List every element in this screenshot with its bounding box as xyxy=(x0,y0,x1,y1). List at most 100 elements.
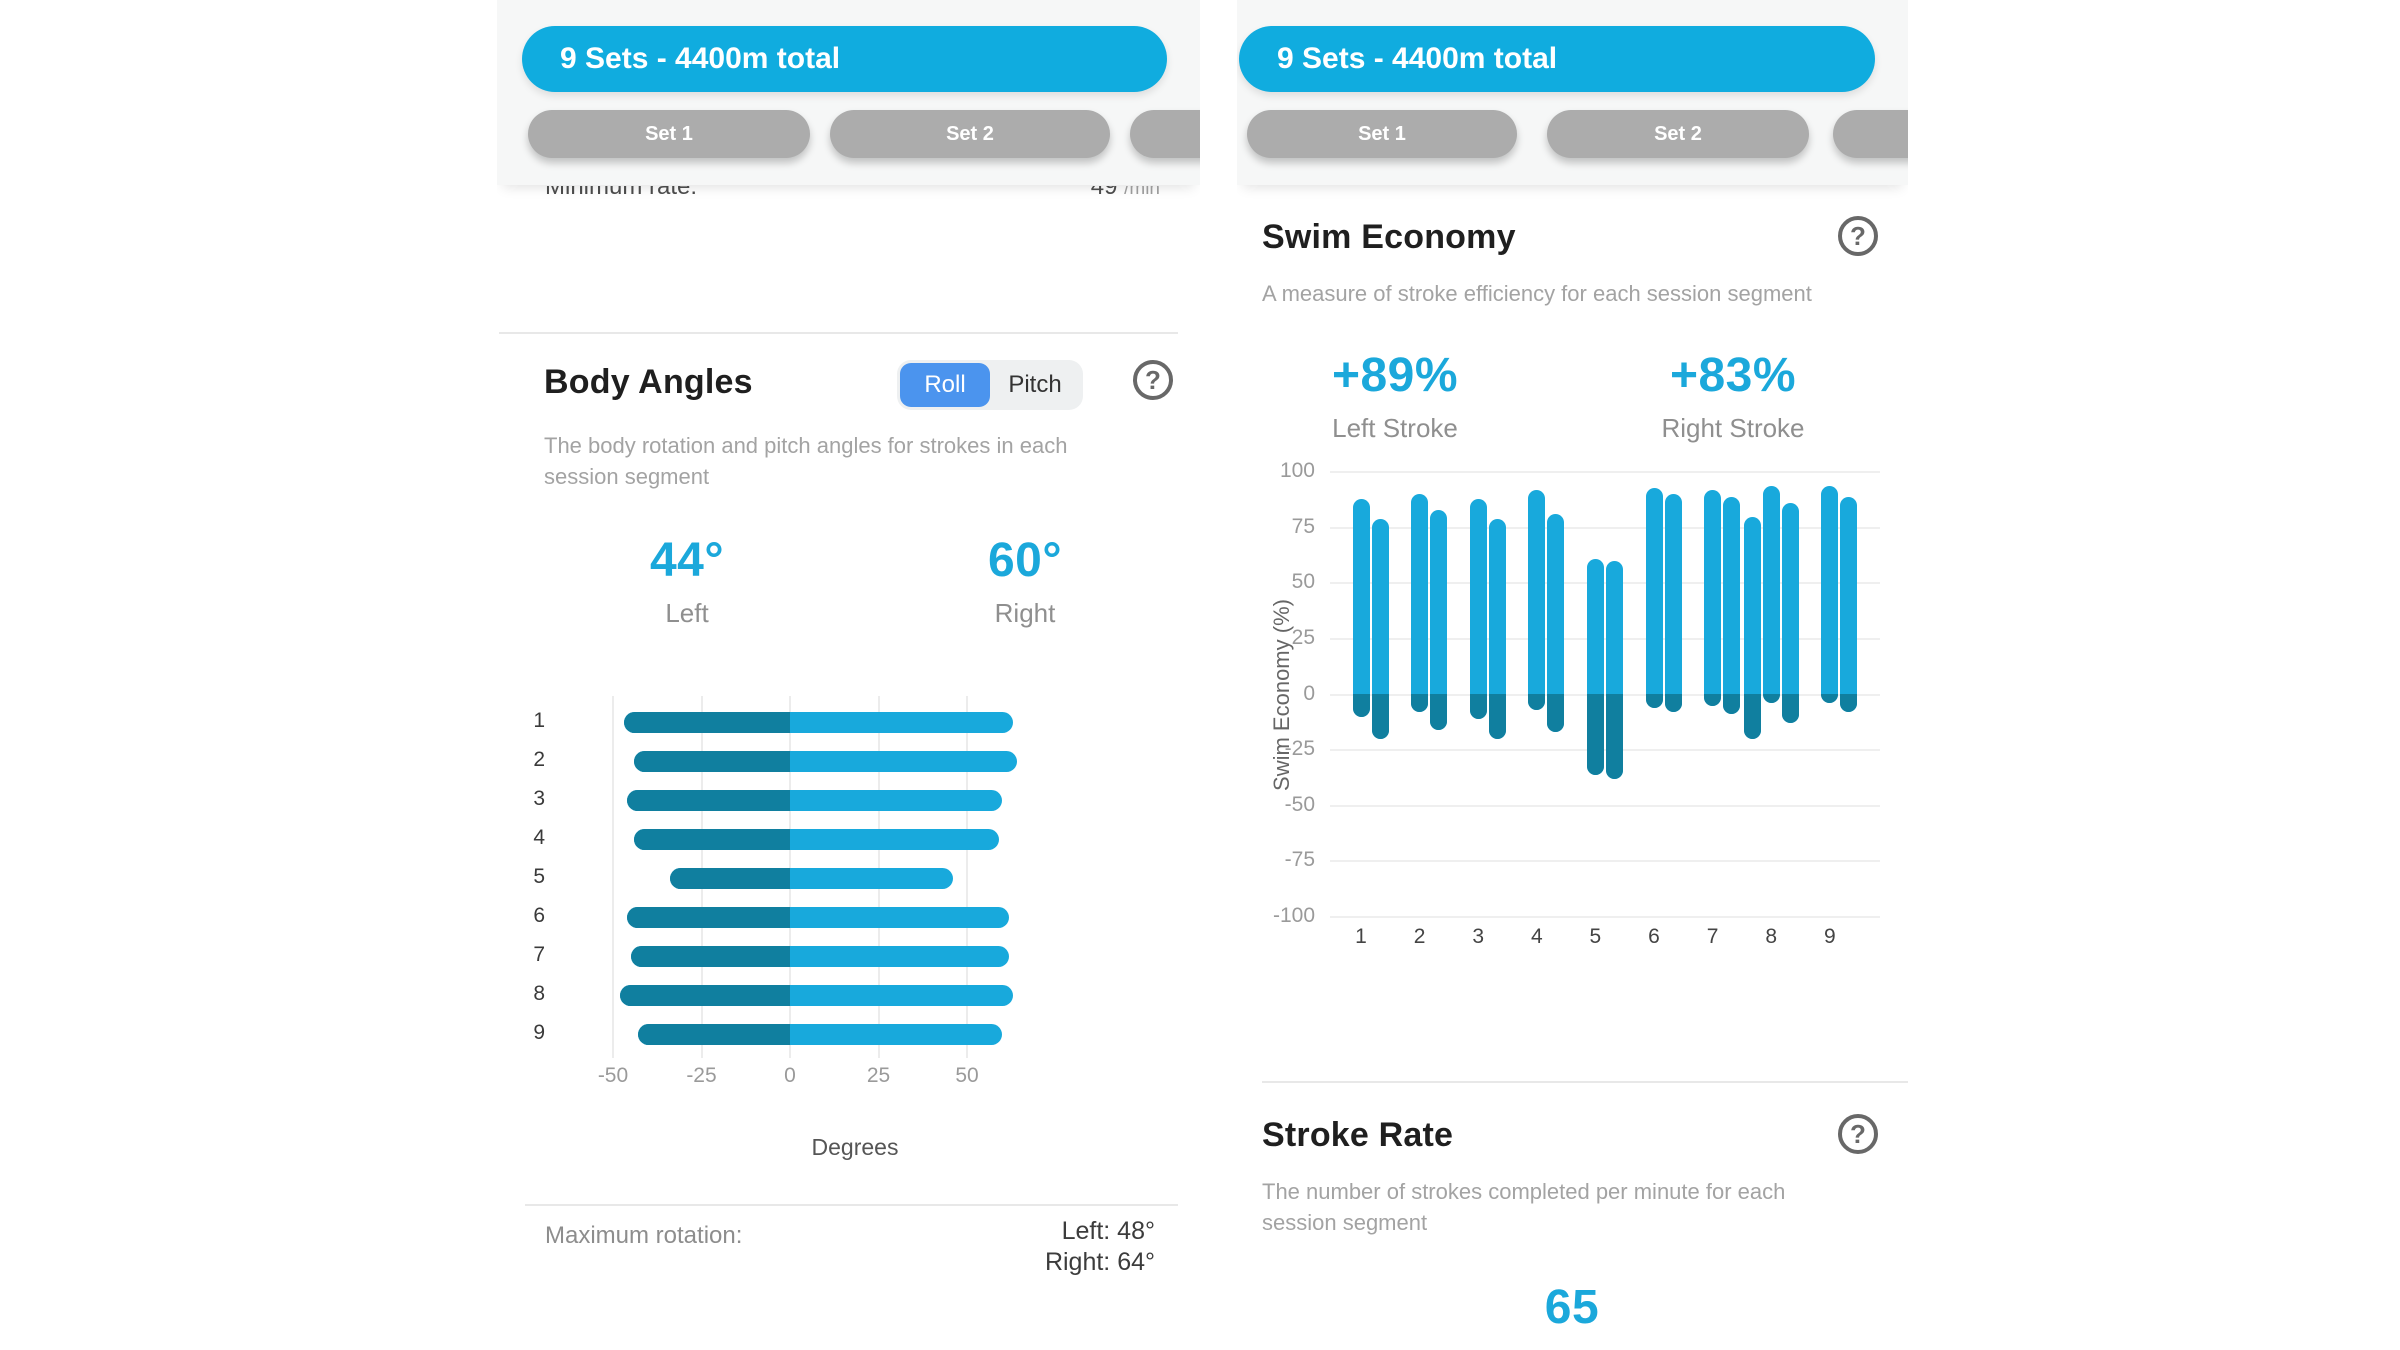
segment-row-label: 1 xyxy=(533,709,545,732)
segment-row-label: 2 xyxy=(533,748,545,771)
roll-bar xyxy=(637,1023,1003,1045)
session-summary-label: 9 Sets - 4400m total xyxy=(1277,42,1558,75)
right-roll-stat: 60° Right xyxy=(915,533,1135,629)
set-1-label: Set 1 xyxy=(645,122,693,145)
x-category-label: 2 xyxy=(1413,924,1426,948)
economy-bar-negative-part xyxy=(1488,694,1506,739)
economy-bar-negative-part xyxy=(1840,694,1858,713)
roll-bar-negative-part xyxy=(634,750,790,772)
segment-row-label: 5 xyxy=(533,865,545,888)
economy-bar-negative-part xyxy=(1664,694,1682,713)
gridline xyxy=(1330,637,1880,640)
set-1-button[interactable]: Set 1 xyxy=(1247,110,1517,158)
economy-bar xyxy=(1664,494,1682,713)
minimum-rate-unit: /min xyxy=(1124,186,1160,199)
y-tick-label: 75 xyxy=(1291,514,1315,538)
roll-bar-negative-part xyxy=(623,711,790,733)
roll-bar xyxy=(620,984,1014,1006)
x-category-label: 4 xyxy=(1530,924,1543,948)
set-2-button[interactable]: Set 2 xyxy=(1547,110,1809,158)
x-tick-label: 0 xyxy=(784,1064,796,1087)
economy-bar xyxy=(1781,503,1799,724)
segment-row-label: 6 xyxy=(533,904,545,927)
left-stroke-stat: +89% Left Stroke xyxy=(1285,348,1505,444)
x-tick-label: -25 xyxy=(686,1064,717,1087)
y-tick-label: -100 xyxy=(1272,903,1315,927)
x-tick-label: 50 xyxy=(955,1064,979,1087)
toggle-option-pitch[interactable]: Pitch xyxy=(990,363,1080,407)
gridline xyxy=(1330,915,1880,918)
economy-bar-negative-part xyxy=(1430,694,1448,731)
economy-bar-negative-part xyxy=(1723,694,1741,715)
max-rotation-left: Left: 48° xyxy=(1061,1217,1155,1245)
swim-economy-description: A measure of stroke efficiency for each … xyxy=(1262,281,1812,306)
roll-bar xyxy=(669,867,953,889)
right-roll-value: 60° xyxy=(987,534,1063,587)
footer-divider xyxy=(525,1204,1178,1206)
economy-bar-negative-part xyxy=(1411,694,1429,713)
left-roll-value: 44° xyxy=(649,534,725,587)
body-angles-help-icon[interactable]: ? xyxy=(1133,360,1173,400)
set-3-button-partial[interactable] xyxy=(1130,110,1200,158)
stroke-rate-help-icon[interactable]: ? xyxy=(1838,1114,1878,1154)
economy-bar-negative-part xyxy=(1645,694,1663,708)
set-1-button[interactable]: Set 1 xyxy=(528,110,810,158)
roll-bar xyxy=(634,750,1017,772)
economy-bar-negative-part xyxy=(1586,694,1604,775)
set-3-button-partial[interactable] xyxy=(1833,110,1908,158)
max-rotation-label: Maximum rotation: xyxy=(545,1222,743,1249)
roll-bar xyxy=(627,906,1010,928)
gridline xyxy=(1330,804,1880,807)
body-angles-description: The body rotation and pitch angles for s… xyxy=(544,433,1068,490)
set-2-button[interactable]: Set 2 xyxy=(830,110,1110,158)
session-summary-pill[interactable]: 9 Sets - 4400m total xyxy=(1239,26,1875,92)
roll-bar-negative-part xyxy=(620,984,790,1006)
y-tick-label: 50 xyxy=(1291,570,1315,594)
gridline xyxy=(1330,860,1880,863)
session-summary-pill[interactable]: 9 Sets - 4400m total xyxy=(522,26,1167,92)
economy-bar xyxy=(1821,485,1839,704)
x-tick-label: -50 xyxy=(597,1064,629,1087)
pitch-label: Pitch xyxy=(1008,371,1062,398)
roll-bar-negative-part xyxy=(627,789,790,811)
right-stroke-label: Right Stroke xyxy=(1661,413,1805,443)
toggle-option-roll[interactable]: Roll xyxy=(900,363,990,407)
economy-bar xyxy=(1743,516,1761,739)
stroke-rate-title: Stroke Rate xyxy=(1262,1116,1454,1154)
economy-bar-negative-part xyxy=(1528,694,1546,711)
roll-bar-negative-part xyxy=(637,1023,790,1045)
max-rotation-right: Right: 64° xyxy=(1044,1248,1155,1276)
stroke-rate-description: The number of strokes completed per minu… xyxy=(1262,1179,1786,1236)
roll-bar-negative-part xyxy=(630,945,790,967)
x-category-label: 7 xyxy=(1706,924,1719,948)
gridline xyxy=(1330,582,1880,585)
roll-bar-negative-part xyxy=(669,867,790,889)
x-category-label: 9 xyxy=(1823,924,1836,948)
gridline xyxy=(1330,693,1880,696)
left-roll-stat: 44° Left xyxy=(577,533,797,629)
gridline xyxy=(1330,749,1880,752)
roll-bar-negative-part xyxy=(634,828,790,850)
right-screenshot-panel: 9 Sets - 4400m total Set 1 Set 2 Swim Ec… xyxy=(1237,0,1908,1350)
y-tick-label: -75 xyxy=(1284,848,1315,872)
y-tick-label: -50 xyxy=(1284,792,1315,816)
economy-bar xyxy=(1586,558,1604,775)
economy-bar-negative-part xyxy=(1821,694,1839,704)
left-stroke-value: +89% xyxy=(1331,349,1459,402)
swim-economy-help-icon[interactable]: ? xyxy=(1838,216,1878,256)
minimum-rate-value: 49 xyxy=(1090,186,1118,200)
left-roll-label: Left xyxy=(665,598,709,628)
right-stroke-stat: +83% Right Stroke xyxy=(1623,348,1843,444)
right-roll-label: Right xyxy=(994,598,1056,628)
economy-bar-negative-part xyxy=(1781,694,1799,724)
swim-economy-title: Swim Economy xyxy=(1262,218,1516,256)
economy-bar xyxy=(1352,498,1370,717)
economy-bar xyxy=(1469,498,1487,719)
gridline xyxy=(1330,471,1880,474)
roll-pitch-toggle: Roll Pitch xyxy=(897,360,1083,410)
economy-bar-negative-part xyxy=(1762,694,1780,704)
y-tick-label: 0 xyxy=(1303,681,1315,705)
economy-bar-negative-part xyxy=(1605,694,1623,779)
y-tick-label: -25 xyxy=(1284,737,1315,761)
average-stroke-value: 65 xyxy=(1544,1281,1600,1334)
